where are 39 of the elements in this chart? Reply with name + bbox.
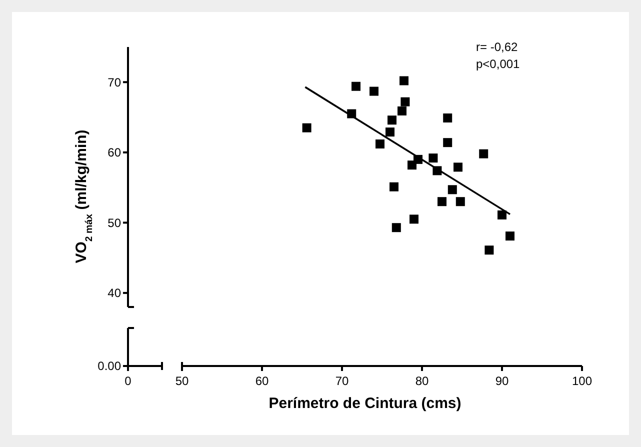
point	[392, 223, 401, 232]
point	[352, 82, 360, 91]
text: 0.00	[98, 359, 122, 374]
point	[376, 139, 384, 148]
point	[443, 138, 452, 148]
point	[456, 197, 465, 206]
point	[443, 113, 452, 122]
point	[400, 97, 410, 106]
point	[370, 86, 378, 96]
point	[454, 162, 462, 172]
y-tick-label: 60	[108, 146, 122, 160]
x-tick-label: 50	[175, 374, 189, 388]
y-tick-label: 40	[108, 286, 122, 300]
point	[386, 128, 394, 137]
x-tick-label: 80	[415, 374, 429, 388]
point	[484, 246, 494, 255]
x-tick-label: 60	[255, 374, 269, 388]
y-tick-label: 70	[108, 75, 122, 90]
x-tick-label: 70	[335, 374, 349, 388]
point	[302, 123, 312, 132]
text: 0	[124, 374, 132, 388]
point	[438, 197, 446, 206]
point	[506, 232, 514, 241]
point	[390, 182, 398, 192]
point	[428, 154, 438, 163]
x-axis-title: Perímetro de Cintura (cms)	[268, 395, 462, 412]
point	[410, 214, 418, 224]
x-tick-label: 90	[495, 374, 509, 388]
y-tick-label: 50	[108, 216, 122, 230]
annotation: p<0,001	[476, 57, 520, 71]
point	[398, 106, 406, 116]
annotation: r= -0,62	[476, 40, 518, 54]
x-tick-label: 100	[572, 374, 592, 388]
point	[479, 149, 488, 158]
point	[408, 160, 416, 170]
point	[498, 210, 506, 220]
point	[388, 116, 396, 125]
point	[448, 185, 457, 194]
point	[400, 76, 408, 86]
